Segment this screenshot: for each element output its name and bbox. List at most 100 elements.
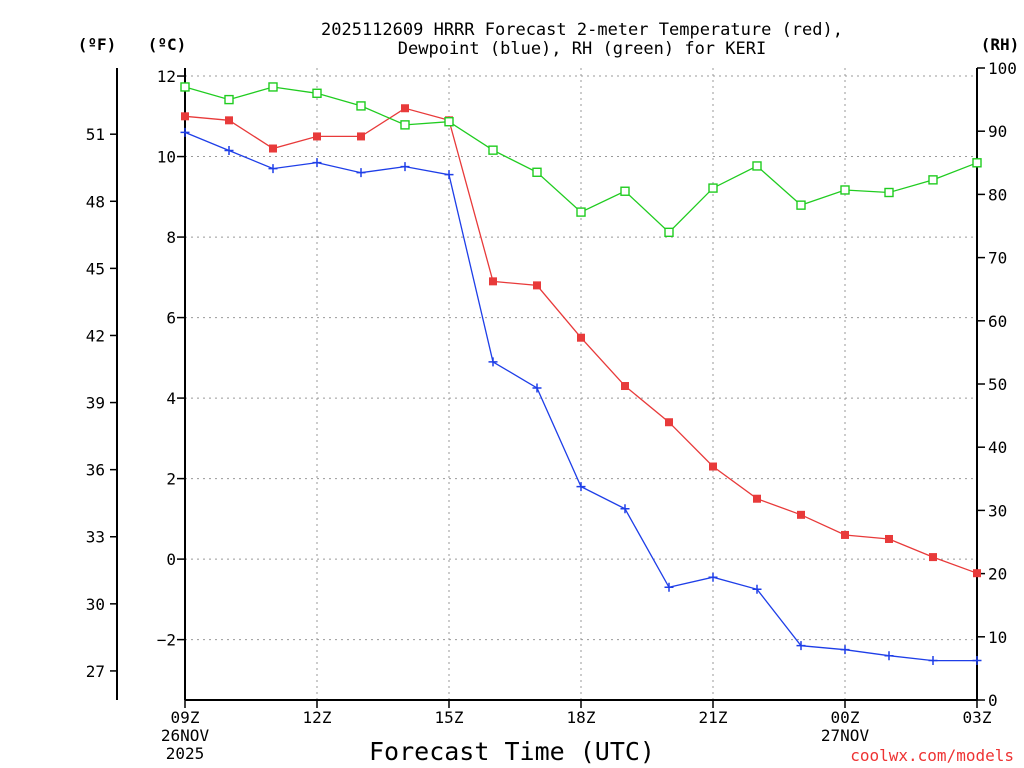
dewpoint-point [180, 127, 190, 137]
time-tick-label: 18Z [567, 708, 596, 727]
axes [110, 67, 985, 708]
dewpoint-point [400, 162, 410, 172]
date-tick-label: 26NOV [161, 726, 210, 745]
chart-title-line2: Dewpoint (blue), RH (green) for KERI [398, 39, 766, 59]
temperature-point [313, 132, 321, 141]
dewpoint-point [312, 158, 322, 168]
rh-tick-label: 50 [988, 375, 1007, 394]
dewpoint-point [664, 582, 674, 592]
rh-point [488, 145, 498, 155]
time-tick-label: 12Z [303, 708, 332, 727]
temperature-point [269, 144, 277, 153]
rh-tick-label: 70 [988, 249, 1007, 268]
rh-point [268, 82, 278, 92]
time-tick-label: 15Z [435, 708, 464, 727]
temperature-point [929, 553, 937, 562]
rh-point [444, 117, 454, 127]
rh-tick-label: 80 [988, 185, 1007, 204]
temperature-point [225, 116, 233, 125]
rh-tick-label: 40 [988, 438, 1007, 457]
rh-point [400, 120, 410, 130]
temperature-point [621, 382, 629, 391]
unit-fahrenheit-label: (ºF) [78, 35, 117, 54]
temperature-point [841, 530, 849, 539]
chart-title-line1: 2025112609 HRRR Forecast 2-meter Tempera… [321, 20, 843, 40]
dewpoint-point [532, 383, 542, 393]
celsius-tick-label: 0 [166, 550, 176, 569]
date-tick-label: 27NOV [821, 726, 870, 745]
celsius-tick-label: 6 [166, 309, 176, 328]
celsius-tick-label: 2 [166, 470, 176, 489]
fahrenheit-tick-label: 36 [86, 461, 105, 480]
fahrenheit-tick-label: 33 [86, 528, 105, 547]
temperature-point [973, 569, 981, 578]
time-tick-label: 03Z [963, 708, 992, 727]
rh-point [532, 167, 542, 177]
rh-point [796, 200, 806, 210]
fahrenheit-tick-label: 42 [86, 326, 105, 345]
fahrenheit-tick-label: 45 [86, 259, 105, 278]
temperature-point [357, 132, 365, 141]
credit-link[interactable]: coolwx.com/models [850, 746, 1014, 765]
rh-tick-label: 90 [988, 122, 1007, 141]
temperature-point [753, 494, 761, 503]
rh-point [356, 101, 366, 111]
rh-point [312, 88, 322, 98]
celsius-tick-label: −2 [157, 631, 176, 650]
dewpoint-point [708, 572, 718, 582]
rh-point [180, 82, 190, 92]
dewpoint-point [796, 641, 806, 651]
rh-point [884, 187, 894, 198]
rh-tick-label: 10 [988, 628, 1007, 647]
fahrenheit-tick-label: 48 [86, 192, 105, 211]
temperature-point [797, 510, 805, 519]
rh-point [752, 161, 762, 171]
dewpoint-point [268, 164, 278, 174]
time-tick-label: 00Z [831, 708, 860, 727]
celsius-tick-label: 8 [166, 228, 176, 247]
unit-celsius-label: (ºC) [148, 35, 187, 54]
temperature-point [489, 277, 497, 286]
rh-point [576, 207, 586, 217]
rh-tick-label: 100 [988, 59, 1017, 78]
rh-point [620, 186, 630, 196]
fahrenheit-tick-label: 39 [86, 394, 105, 413]
time-tick-label: 21Z [699, 708, 728, 727]
data-series [180, 82, 982, 666]
grid-lines [185, 68, 977, 700]
rh-tick-label: 30 [988, 501, 1007, 520]
dewpoint-point [752, 584, 762, 594]
x-axis-label: Forecast Time (UTC) [369, 737, 655, 766]
time-tick-label: 09Z [171, 708, 200, 727]
rh-tick-label: 20 [988, 565, 1007, 584]
temperature-point [709, 462, 717, 471]
year-tick-label: 2025 [166, 744, 205, 763]
dewpoint-point [884, 651, 894, 661]
rh-point [708, 183, 718, 193]
fahrenheit-tick-label: 51 [86, 125, 105, 144]
rh-point [928, 175, 938, 185]
dewpoint-point [488, 357, 498, 367]
temperature-point [181, 112, 189, 121]
celsius-tick-label: 4 [166, 389, 176, 408]
celsius-tick-label: 10 [157, 148, 176, 167]
temperature-point [577, 333, 585, 342]
rh-point [224, 94, 234, 105]
dewpoint-point [620, 504, 630, 514]
rh-tick-label: 60 [988, 312, 1007, 331]
dewpoint-point [356, 168, 366, 178]
rh-tick-label: 0 [988, 691, 998, 710]
temperature-point [533, 281, 541, 290]
dewpoint-point [928, 656, 938, 666]
rh-point [972, 158, 982, 168]
temperature-point [885, 534, 893, 543]
dewpoint-point [576, 482, 586, 492]
rh-point [664, 227, 674, 238]
dewpoint-point [972, 656, 982, 666]
dewpoint-point [840, 645, 850, 655]
temperature-point [665, 418, 673, 427]
temperature-point [401, 104, 409, 113]
dewpoint-point [444, 170, 454, 180]
tick-labels: −2 0 2 4 6 8 10 12 27 30 33 36 39 42 45 48 51 0 10 20 30 40 50… [86, 59, 1017, 763]
